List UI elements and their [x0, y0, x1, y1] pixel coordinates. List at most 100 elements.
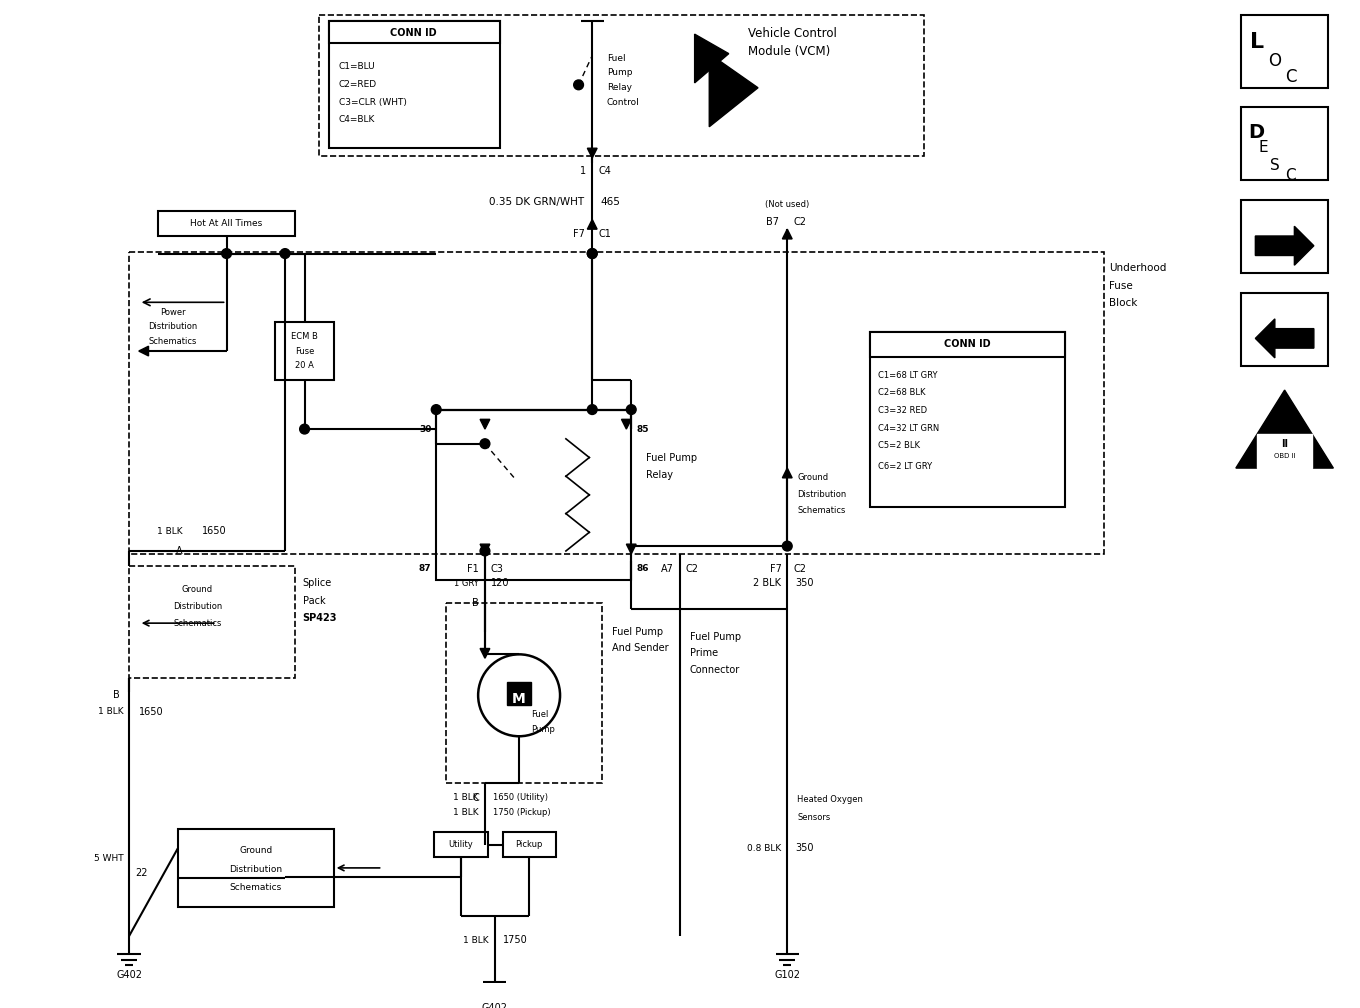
Text: F7: F7: [770, 563, 782, 574]
Text: E: E: [1258, 140, 1268, 155]
Text: C2: C2: [685, 563, 699, 574]
Text: C: C: [1285, 167, 1296, 182]
Circle shape: [431, 404, 441, 414]
Polygon shape: [480, 648, 490, 658]
Text: Fuel Pump: Fuel Pump: [690, 632, 741, 642]
Text: Hot At All Times: Hot At All Times: [190, 219, 262, 228]
Bar: [129, 252, 1104, 554]
Text: Pack: Pack: [303, 596, 325, 606]
Bar: [446, 603, 602, 783]
Bar: [870, 332, 1065, 357]
Text: Pickup: Pickup: [515, 840, 543, 849]
Bar: [329, 21, 499, 148]
Bar: [1240, 107, 1329, 180]
Text: C1: C1: [598, 229, 611, 239]
Text: 1650 (Utility): 1650 (Utility): [492, 793, 548, 802]
Bar: [129, 565, 295, 677]
Text: 1650: 1650: [203, 526, 227, 536]
Text: C3: C3: [491, 563, 503, 574]
Text: Fuel: Fuel: [607, 53, 626, 62]
Text: ECM B: ECM B: [291, 332, 318, 341]
Text: Power: Power: [160, 307, 186, 317]
Text: 1 GRY: 1 GRY: [454, 579, 479, 588]
Bar: [437, 409, 631, 581]
Text: 2 BLK: 2 BLK: [753, 579, 782, 588]
Text: 350: 350: [796, 579, 813, 588]
Text: Control: Control: [607, 98, 639, 107]
Polygon shape: [139, 346, 148, 356]
Text: Underhood: Underhood: [1108, 263, 1167, 273]
Text: Vehicle Control: Vehicle Control: [748, 27, 838, 40]
Bar: [329, 21, 499, 43]
Circle shape: [588, 404, 597, 414]
Text: Fuel Pump: Fuel Pump: [646, 454, 696, 464]
Text: Ground: Ground: [182, 586, 214, 595]
Bar: [1257, 434, 1312, 468]
Bar: [1240, 15, 1329, 88]
Text: 1650: 1650: [139, 707, 163, 717]
Polygon shape: [588, 148, 597, 158]
Text: M: M: [513, 692, 526, 707]
Text: Sensors: Sensors: [797, 812, 830, 822]
Text: 1750: 1750: [502, 935, 528, 946]
Text: 465: 465: [600, 197, 620, 207]
Text: C6=2 LT GRY: C6=2 LT GRY: [879, 462, 932, 471]
Bar: [158, 211, 295, 236]
Bar: [502, 832, 556, 857]
Polygon shape: [622, 419, 631, 429]
Text: 0.8 BLK: 0.8 BLK: [747, 844, 782, 853]
Text: Pump: Pump: [607, 69, 632, 78]
Text: II: II: [1281, 438, 1288, 449]
Text: Distribution: Distribution: [230, 865, 283, 874]
Polygon shape: [480, 419, 490, 429]
Text: Distribution: Distribution: [148, 323, 197, 332]
Text: 0.35 DK GRN/WHT: 0.35 DK GRN/WHT: [490, 197, 585, 207]
Text: Connector: Connector: [690, 665, 740, 675]
Text: 86: 86: [636, 564, 649, 573]
Text: C2: C2: [793, 563, 806, 574]
Text: 5 WHT: 5 WHT: [94, 854, 124, 863]
Text: Ground: Ground: [797, 474, 828, 483]
Circle shape: [222, 249, 231, 258]
Text: Distribution: Distribution: [797, 490, 846, 499]
Bar: [178, 829, 333, 907]
Text: S: S: [1270, 158, 1280, 173]
Polygon shape: [588, 220, 597, 229]
Circle shape: [627, 404, 636, 414]
Text: B7: B7: [767, 218, 779, 228]
Text: 1 BLK: 1 BLK: [156, 527, 182, 536]
Text: Schematics: Schematics: [148, 337, 197, 346]
Text: (Not used): (Not used): [766, 201, 809, 210]
Circle shape: [280, 249, 290, 258]
Polygon shape: [782, 229, 792, 239]
Polygon shape: [1236, 390, 1333, 468]
Text: 85: 85: [636, 424, 649, 433]
Text: G102: G102: [774, 970, 800, 980]
Text: 1 BLK: 1 BLK: [464, 935, 488, 944]
Text: G402: G402: [116, 970, 141, 980]
Text: 120: 120: [491, 579, 509, 588]
Polygon shape: [695, 34, 729, 83]
Text: C2=RED: C2=RED: [339, 80, 377, 89]
Text: C: C: [1285, 69, 1297, 87]
Polygon shape: [710, 53, 758, 127]
Text: Utility: Utility: [449, 840, 473, 849]
Text: C3=CLR (WHT): C3=CLR (WHT): [339, 98, 407, 107]
Text: Prime: Prime: [690, 648, 718, 658]
Text: C2=68 BLK: C2=68 BLK: [879, 388, 925, 397]
Text: Relay: Relay: [646, 470, 673, 480]
Circle shape: [588, 249, 597, 258]
Text: C1=68 LT GRY: C1=68 LT GRY: [879, 371, 937, 380]
Text: F7: F7: [573, 229, 585, 239]
Text: O: O: [1268, 51, 1281, 70]
Text: Splice: Splice: [303, 579, 332, 588]
Bar: [507, 681, 530, 705]
Circle shape: [782, 541, 792, 551]
Circle shape: [588, 249, 597, 258]
Text: 1 BLK: 1 BLK: [98, 708, 124, 717]
Text: C1=BLU: C1=BLU: [339, 62, 375, 72]
Text: D: D: [1248, 123, 1265, 142]
Circle shape: [480, 546, 490, 555]
Text: Distribution: Distribution: [173, 602, 222, 611]
Text: Block: Block: [1108, 298, 1137, 308]
